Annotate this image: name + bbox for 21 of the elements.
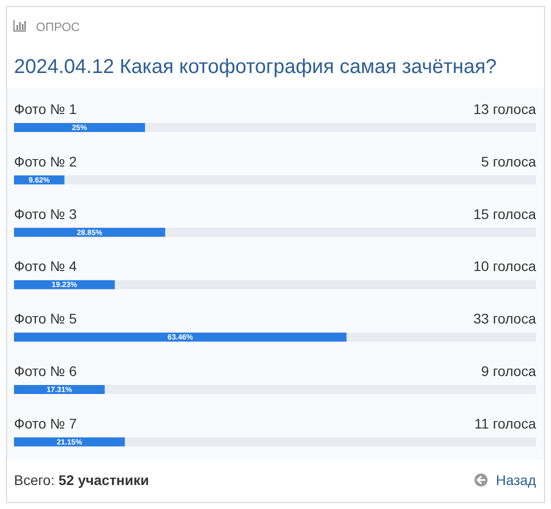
y-tick-label: Фото № 2 [14,153,77,170]
text: Всего: 52 участники [14,472,149,488]
annotation: 15 голоса [473,206,536,222]
y-tick-label: Фото № 1 [14,101,77,117]
y-tick-label: Фото № 6 [14,363,77,379]
annotation: 33 голоса [473,310,536,327]
annotation: 13 голоса [473,101,536,117]
y-tick-label: Фото № 4 [14,258,77,274]
bar [14,280,115,290]
y-tick-label: Фото № 3 [14,206,77,222]
annotation: 11 голоса [474,415,536,432]
annotation: 10 голоса [473,258,536,274]
y-tick-label: Фото № 5 [14,310,77,327]
bar [14,437,125,446]
text: Назад [496,472,536,488]
chart-title: 2024.04.12 Какая котофотография самая зачётная? [14,56,497,78]
chart-subtitle: ОПРОС [36,20,80,34]
annotation: 5 голоса [481,153,536,170]
y-tick-label: Фото № 7 [14,415,77,432]
annotation: 9 голоса [481,363,536,379]
bar [14,385,105,394]
